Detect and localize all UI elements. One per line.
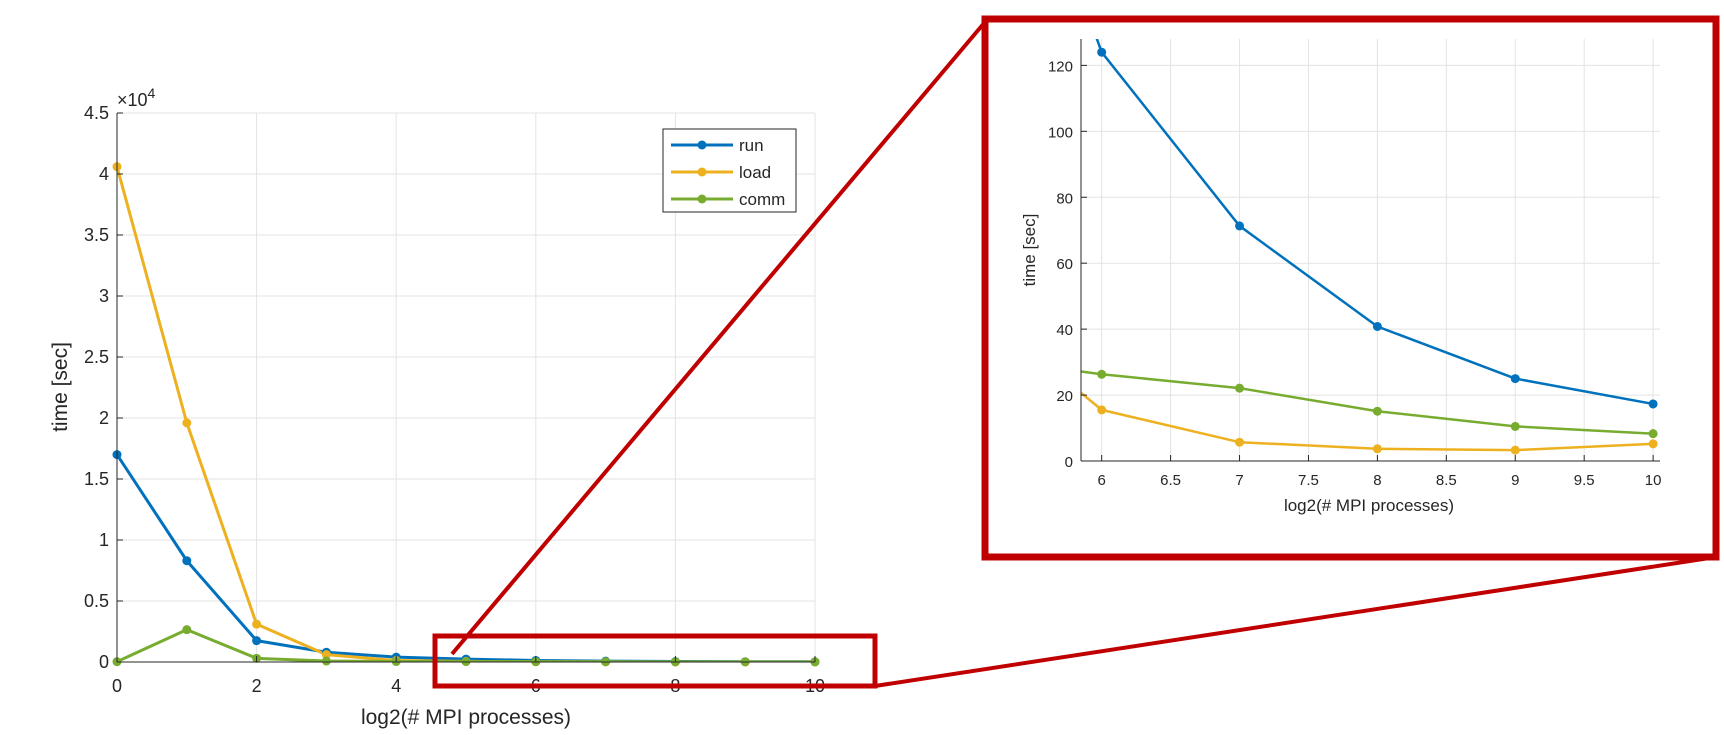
data-point-run <box>252 636 262 646</box>
legend-entries: run load comm <box>671 136 785 209</box>
legend-label-load: load <box>739 163 771 182</box>
data-point-load <box>321 650 331 660</box>
y-tick-label: 3 <box>99 286 109 306</box>
data-point-comm <box>182 625 192 635</box>
y-tick-label: 4 <box>99 164 109 184</box>
series-line-run <box>1095 39 1654 406</box>
data-point-comm <box>1372 406 1382 416</box>
x-tick-label: 2 <box>252 676 262 696</box>
data-point-load <box>1235 437 1245 447</box>
inset-x-tick-labels: 6 6.5 7 7.5 8 8.5 9 9.5 10 <box>1098 472 1662 489</box>
zoom-connector-bottom <box>874 555 1717 688</box>
legend-marker-comm <box>697 194 707 204</box>
inset-y-axis-label: time [sec] <box>1020 214 1039 287</box>
y-tick-label: 2.5 <box>84 347 109 367</box>
main-axes-frame <box>116 112 816 663</box>
x-tick-label: 7 <box>1235 472 1243 489</box>
y-tick-label: 1 <box>99 530 109 550</box>
x-tick-label: 6 <box>1098 472 1106 489</box>
series-line-load <box>1081 391 1654 452</box>
zoom-inset-frame <box>981 15 1720 561</box>
legend-marker-run <box>697 140 707 150</box>
x-tick-label: 6.5 <box>1160 472 1181 489</box>
y-tick-label: 1.5 <box>84 469 109 489</box>
y-tick-label: 4.5 <box>84 103 109 123</box>
inset-y-tick-labels: 0 20 40 60 80 100 120 <box>1048 58 1073 471</box>
data-point-comm <box>1510 421 1520 431</box>
x-tick-label: 4 <box>391 676 401 696</box>
clipped-series <box>1081 39 1654 452</box>
legend-label-comm: comm <box>739 190 785 209</box>
data-point-load <box>1097 405 1107 415</box>
y-tick-label: 0.5 <box>84 591 109 611</box>
legend-marker-load <box>697 167 707 177</box>
main-y-axis-label: time [sec] <box>49 342 72 432</box>
data-point-run <box>1235 221 1245 231</box>
x-tick-label: 9.5 <box>1574 472 1595 489</box>
data-point-run <box>1510 374 1520 384</box>
zoom-indicator <box>432 15 1720 689</box>
legend-label-run: run <box>739 136 764 155</box>
data-point-run <box>182 556 192 566</box>
y-tick-label: 100 <box>1048 124 1073 141</box>
data-point-run <box>1372 321 1382 331</box>
x-tick-label: 10 <box>1645 472 1662 489</box>
data-point-comm <box>1648 429 1658 439</box>
data-point-comm <box>321 656 331 666</box>
y-tick-label: 60 <box>1056 256 1073 273</box>
y-tick-label: 20 <box>1056 388 1073 405</box>
y-tick-label: 120 <box>1048 58 1073 75</box>
inset-axes-frame <box>1080 39 1660 462</box>
main-axes: 0 2 4 6 8 10 00.511.522.533.544.5 ×104 log2(#… <box>49 85 825 729</box>
data-point-comm <box>1097 369 1107 379</box>
main-grid <box>116 112 816 663</box>
y-tick-label: 2 <box>99 408 109 428</box>
legend: run load comm <box>662 128 797 213</box>
zoom-source-box <box>432 633 878 689</box>
inset-axes: 6 6.5 7 7.5 8 8.5 9 9.5 10 0 20 40 60 80 100 120 log2(… <box>1020 39 1662 515</box>
series-line-comm <box>1081 370 1654 435</box>
zoom-connector-top <box>450 20 987 656</box>
data-point-load <box>1648 439 1658 449</box>
y-tick-label: 3.5 <box>84 225 109 245</box>
main-x-axis-label: log2(# MPI processes) <box>361 706 571 729</box>
y-tick-label: 0 <box>1065 454 1073 471</box>
x-tick-label: 8 <box>1373 472 1381 489</box>
inset-plot-lines <box>1081 39 1658 455</box>
main-exponent-label: ×104 <box>117 85 156 110</box>
data-point-load <box>182 418 192 428</box>
data-point-load <box>252 619 262 629</box>
x-tick-label: 9 <box>1511 472 1519 489</box>
data-point-run <box>1648 399 1658 409</box>
x-tick-label: 0 <box>112 676 122 696</box>
x-tick-label: 8.5 <box>1436 472 1457 489</box>
inset-x-axis-label: log2(# MPI processes) <box>1284 496 1454 515</box>
y-tick-label: 40 <box>1056 322 1073 339</box>
main-y-tick-labels: 0 0.5 1 1.5 2 2.5 3 3.5 4 4.5 <box>84 103 109 672</box>
y-tick-label: 0 <box>99 652 109 672</box>
y-tick-label: 80 <box>1056 190 1073 207</box>
data-point-load <box>1372 444 1382 454</box>
data-point-run <box>1097 47 1107 57</box>
data-point-comm <box>1235 383 1245 393</box>
data-point-load <box>1510 445 1520 455</box>
x-tick-label: 7.5 <box>1298 472 1319 489</box>
